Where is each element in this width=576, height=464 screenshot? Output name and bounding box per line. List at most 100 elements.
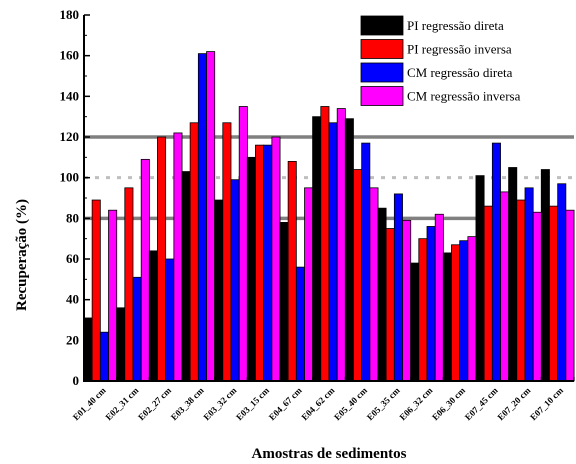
bar-pi-regressao-inversa-e02-27-cm xyxy=(157,136,167,382)
bar-pi-regressao-direta-e07-20-cm xyxy=(508,167,518,382)
bar-pi-regressao-inversa-e06-30-cm xyxy=(451,244,461,382)
y-tick-label-120: 120 xyxy=(60,129,80,144)
x-tick-label-e05-40-cm: E05_40 cm xyxy=(332,385,369,422)
x-tick-label-e03-38-cm: E03_38 cm xyxy=(169,385,206,422)
bar-cm-regressao-inversa-e07-10-cm xyxy=(565,209,575,382)
bar-cm-regressao-direta-e06-30-cm xyxy=(459,240,469,382)
y-ticks: 0 20 40 60 80 100 120 140 160 180 xyxy=(60,7,90,388)
bar-pi-regressao-inversa-e05-40-cm xyxy=(353,169,363,382)
bar-cm-regressao-direta-e03-32-cm xyxy=(230,179,240,382)
bar-cm-regressao-direta-e04-62-cm xyxy=(328,122,338,382)
bar-cm-regressao-inversa-e03-38-cm xyxy=(206,51,216,382)
bar-pi-regressao-direta-e06-30-cm xyxy=(442,252,452,382)
bar-cm-regressao-direta-e04-67-cm xyxy=(295,266,305,382)
x-tick-label-e07-20-cm: E07_20 cm xyxy=(495,385,532,422)
bar-cm-regressao-inversa-e03-15-cm xyxy=(271,136,281,382)
bar-pi-regressao-direta-e07-45-cm xyxy=(475,175,485,382)
bar-pi-regressao-direta-e05-35-cm xyxy=(377,207,387,382)
x-tick-label-e07-10-cm: E07_10 cm xyxy=(528,385,565,422)
x-tick-label-e07-45-cm: E07_45 cm xyxy=(463,385,500,422)
bar-cm-regressao-inversa-e06-32-cm xyxy=(434,213,444,382)
bar-cm-regressao-direta-e01-40-cm xyxy=(99,331,109,382)
bar-pi-regressao-inversa-e04-62-cm xyxy=(320,106,330,382)
bar-pi-regressao-direta-e02-27-cm xyxy=(148,250,158,382)
x-tick-label-e04-62-cm: E04_62 cm xyxy=(299,385,336,422)
bar-cm-regressao-inversa-e03-32-cm xyxy=(238,106,248,382)
bar-cm-regressao-direta-e02-27-cm xyxy=(165,258,175,382)
bar-pi-regressao-direta-e06-32-cm xyxy=(410,262,420,382)
bar-pi-regressao-direta-e04-62-cm xyxy=(312,116,322,382)
bar-cm-regressao-inversa-e05-35-cm xyxy=(402,219,412,382)
bar-cm-regressao-inversa-e02-27-cm xyxy=(173,132,183,382)
bar-cm-regressao-inversa-e07-45-cm xyxy=(500,191,510,382)
x-tick-label-e05-35-cm: E05_35 cm xyxy=(365,385,402,422)
legend-swatch-pi-regressao-inversa xyxy=(360,39,404,59)
bar-cm-regressao-direta-e07-20-cm xyxy=(524,187,534,382)
x-tick-label-e02-31-cm: E02_31 cm xyxy=(103,385,140,422)
bar-cm-regressao-inversa-e04-67-cm xyxy=(304,187,314,382)
bar-cm-regressao-direta-e06-32-cm xyxy=(426,226,436,382)
bar-pi-regressao-direta-e01-40-cm xyxy=(83,317,93,382)
bar-cm-regressao-inversa-e04-62-cm xyxy=(336,108,346,382)
bar-pi-regressao-direta-e07-10-cm xyxy=(540,169,550,382)
legend-swatch-cm-regressao-direta xyxy=(360,62,404,83)
bar-pi-regressao-direta-e05-40-cm xyxy=(344,118,354,382)
bar-cm-regressao-direta-e07-10-cm xyxy=(557,183,567,382)
x-axis-title: Amostras de sedimentos xyxy=(252,446,407,462)
bar-cm-regressao-direta-e03-15-cm xyxy=(263,144,273,382)
legend-label-cm-regressao-direta: CM regressão direta xyxy=(407,65,513,80)
legend-label-cm-regressao-inversa: CM regressão inversa xyxy=(407,89,521,104)
y-tick-label-60: 60 xyxy=(66,251,79,266)
bar-pi-regressao-inversa-e03-38-cm xyxy=(189,122,199,382)
bar-cm-regressao-inversa-e01-40-cm xyxy=(108,209,118,382)
bar-pi-regressao-inversa-e07-10-cm xyxy=(549,205,559,382)
y-tick-label-140: 140 xyxy=(60,88,80,103)
bar-pi-regressao-direta-e03-32-cm xyxy=(214,199,224,382)
bar-pi-regressao-inversa-e01-40-cm xyxy=(91,199,101,382)
legend-label-pi-regressao-direta: PI regressão direta xyxy=(407,18,504,33)
bar-pi-regressao-direta-e03-38-cm xyxy=(181,171,191,382)
bar-cm-regressao-direta-e03-38-cm xyxy=(197,53,207,382)
x-tick-label-e01-40-cm: E01_40 cm xyxy=(71,385,108,422)
legend-swatch-pi-regressao-direta xyxy=(360,15,404,36)
bar-cm-regressao-inversa-e05-40-cm xyxy=(369,187,379,382)
bar-cm-regressao-inversa-e07-20-cm xyxy=(532,211,542,382)
bars xyxy=(83,51,575,382)
y-axis-title: Recuperação (%) xyxy=(14,199,30,311)
bar-pi-regressao-direta-e03-15-cm xyxy=(246,156,256,382)
y-tick-label-20: 20 xyxy=(66,332,79,347)
bar-cm-regressao-inversa-e06-30-cm xyxy=(467,236,477,382)
bar-pi-regressao-inversa-e03-15-cm xyxy=(255,144,265,382)
y-tick-label-180: 180 xyxy=(60,7,80,22)
bar-pi-regressao-inversa-e06-32-cm xyxy=(418,238,428,382)
x-tick-label-e06-30-cm: E06_30 cm xyxy=(430,385,467,422)
x-tick-label-e04-67-cm: E04_67 cm xyxy=(267,385,304,422)
bar-cm-regressao-direta-e05-40-cm xyxy=(361,142,371,382)
y-tick-label-40: 40 xyxy=(66,292,79,307)
bar-pi-regressao-inversa-e02-31-cm xyxy=(124,187,134,382)
bar-cm-regressao-inversa-e02-31-cm xyxy=(140,158,150,382)
bar-pi-regressao-inversa-e05-35-cm xyxy=(385,228,395,382)
bar-pi-regressao-inversa-e04-67-cm xyxy=(287,160,297,382)
x-tick-label-e03-32-cm: E03_32 cm xyxy=(201,385,238,422)
y-tick-label-160: 160 xyxy=(60,48,80,63)
legend: PI regressão direta PI regressão inversa C… xyxy=(360,15,521,106)
y-tick-label-80: 80 xyxy=(66,210,79,225)
bar-pi-regressao-inversa-e07-45-cm xyxy=(483,205,493,382)
x-tick-label-e02-27-cm: E02_27 cm xyxy=(136,385,173,422)
bar-cm-regressao-direta-e02-31-cm xyxy=(132,276,142,382)
bar-pi-regressao-direta-e04-67-cm xyxy=(279,221,289,382)
bar-pi-regressao-inversa-e07-20-cm xyxy=(516,199,526,382)
bar-pi-regressao-direta-e02-31-cm xyxy=(116,307,126,382)
x-tick-label-e03-15-cm: E03_15 cm xyxy=(234,385,271,422)
bar-cm-regressao-direta-e07-45-cm xyxy=(491,142,501,382)
x-tick-label-e06-32-cm: E06_32 cm xyxy=(397,385,434,422)
legend-label-pi-regressao-inversa: PI regressão inversa xyxy=(407,42,512,57)
bar-cm-regressao-direta-e05-35-cm xyxy=(393,193,403,382)
y-tick-label-0: 0 xyxy=(73,373,80,388)
bar-pi-regressao-inversa-e03-32-cm xyxy=(222,122,232,382)
y-tick-label-100: 100 xyxy=(60,170,80,185)
